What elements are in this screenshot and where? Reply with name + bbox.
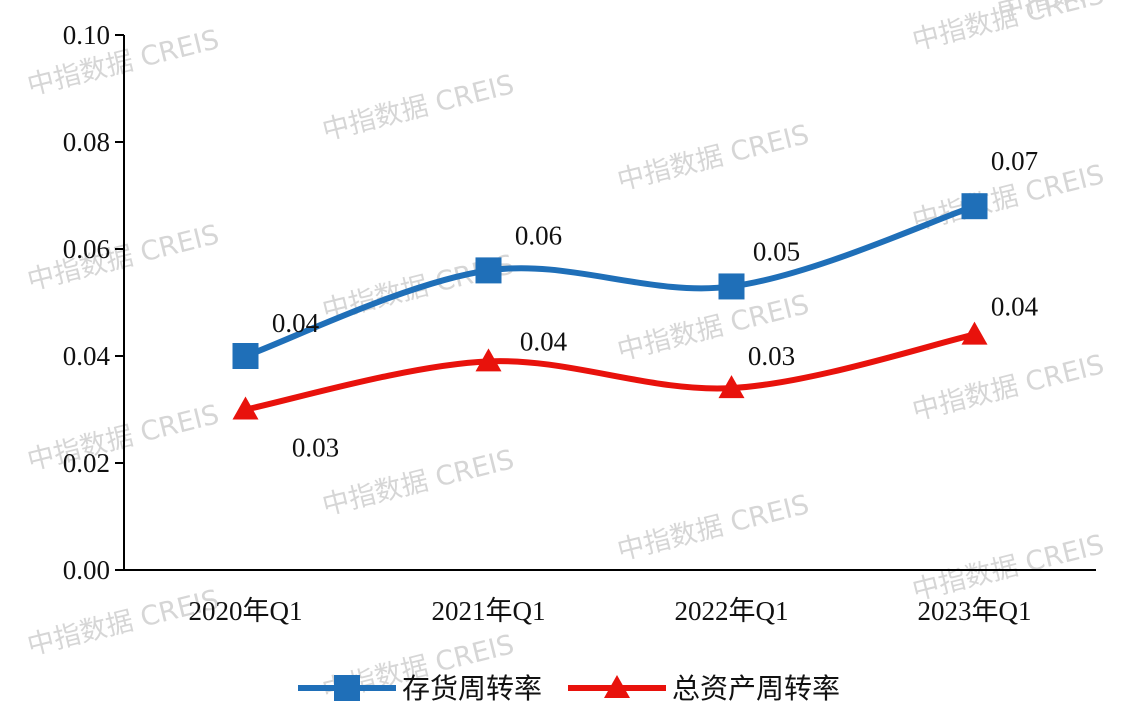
data-label: 0.07: [991, 146, 1038, 176]
watermark-text: 中指数据 CREIS: [614, 489, 812, 567]
data-point: [232, 343, 259, 369]
y-tick-label: 0.08: [63, 127, 110, 157]
series-line: [242, 203, 978, 359]
data-point: [232, 396, 259, 420]
x-tick-label: 2022年Q1: [675, 596, 789, 626]
data-point: [961, 193, 988, 220]
data-point: [475, 348, 502, 372]
legend-marker: [604, 675, 630, 698]
y-tick-label: 0.02: [63, 448, 110, 478]
data-point: [718, 273, 745, 300]
y-tick-label: 0.00: [63, 555, 110, 585]
legend-item-2: 总资产周转率: [568, 672, 840, 705]
chart-axes: 0.00 0.02 0.04 0.06 0.08 0.10 2020年Q1 2021年Q1 20…: [63, 20, 1096, 626]
series-line: [242, 331, 978, 413]
data-label: 0.04: [520, 326, 568, 356]
data-label: 0.03: [748, 341, 795, 371]
data-label: 0.03: [292, 433, 339, 463]
data-point: [961, 321, 988, 345]
legend-label: 存货周转率: [402, 672, 542, 705]
chart-legend: 存货周转率 总资产周转率: [298, 672, 840, 705]
data-label: 0.05: [753, 236, 800, 266]
data-point: [718, 375, 745, 399]
data-label: 0.06: [515, 220, 562, 250]
data-label: 0.04: [991, 292, 1039, 322]
watermark-text: 中指数据 CREIS: [319, 444, 517, 522]
watermark-text: 中指数据 CREIS: [319, 69, 517, 147]
x-tick-label: 2020年Q1: [189, 596, 303, 626]
series-layer: 0.04 0.06 0.05 0.07 0.03 0.04 0.03 0.04: [232, 146, 1039, 463]
watermark-text: 中指数据 CREIS: [909, 349, 1107, 427]
x-tick-label: 2021年Q1: [432, 596, 546, 626]
y-tick-label: 0.04: [63, 341, 111, 371]
x-tick-label: 2023年Q1: [918, 596, 1032, 626]
legend-label: 总资产周转率: [672, 672, 840, 705]
data-label: 0.04: [272, 308, 320, 338]
series-2: 0.03 0.04 0.03 0.04: [232, 292, 1039, 463]
data-point: [475, 257, 502, 284]
legend-item-1: 存货周转率: [298, 672, 542, 705]
y-tick-label: 0.06: [63, 234, 110, 264]
watermark-text: 中指数据 CREIS: [614, 119, 812, 197]
series-1: 0.04 0.06 0.05 0.07: [232, 146, 1038, 369]
y-tick-label: 0.10: [63, 20, 110, 50]
legend-marker: [334, 675, 360, 701]
